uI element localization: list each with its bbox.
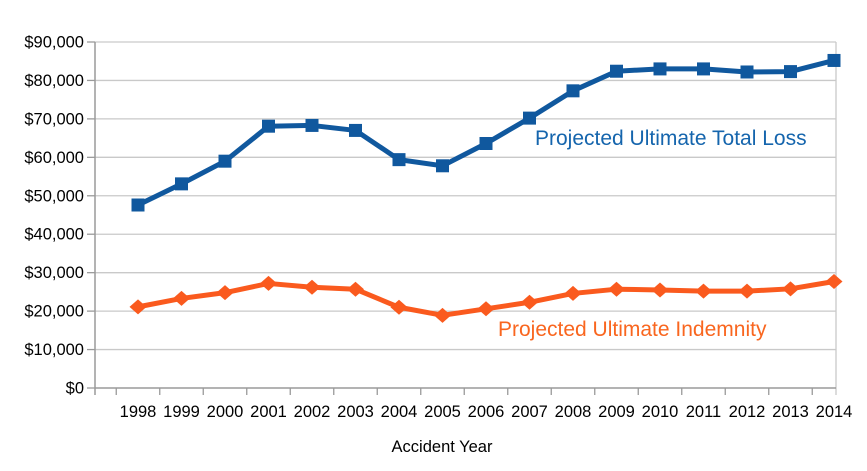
data-point-total-loss [697,62,710,76]
data-point-total-loss [131,198,145,212]
data-point-indemnity [564,285,582,301]
data-point-indemnity [129,299,147,315]
x-tick-label: 2012 [729,403,766,421]
x-tick-label: 2002 [294,403,331,421]
series-label-indemnity: Projected Ultimate Indemnity [498,318,767,341]
x-tick-label: 2008 [555,403,592,421]
data-point-indemnity [347,281,364,297]
data-point-total-loss [479,136,493,150]
x-tick-label: 2009 [598,403,635,421]
data-point-total-loss [523,111,536,125]
x-axis-title: Accident Year [391,438,493,456]
data-point-indemnity [173,290,190,306]
data-point-indemnity [434,307,451,323]
data-point-total-loss [436,159,449,173]
data-point-indemnity [825,274,843,290]
data-point-indemnity [477,301,495,317]
x-tick-label: 2007 [511,403,548,421]
data-point-total-loss [175,177,188,191]
y-tick-label: $60,000 [24,149,84,167]
data-point-total-loss [827,53,841,67]
data-point-indemnity [216,285,234,301]
data-point-indemnity [695,283,712,299]
y-tick-label: $90,000 [24,34,84,52]
series-label-total-loss: Projected Ultimate Total Loss [535,127,807,150]
x-tick-label: 2001 [250,403,287,421]
data-point-indemnity [608,281,625,297]
y-tick-label: $10,000 [24,341,84,359]
data-point-total-loss [305,118,319,132]
data-point-indemnity [303,279,321,295]
x-tick-label: 2006 [468,403,505,421]
data-point-total-loss [218,154,232,168]
y-tick-label: $50,000 [24,187,84,205]
x-tick-label: 2013 [772,403,809,421]
data-point-total-loss [740,65,754,79]
data-point-indemnity [390,299,408,315]
y-tick-label: $70,000 [24,110,84,128]
data-point-total-loss [784,65,797,79]
x-tick-label: 2003 [337,403,374,421]
y-tick-label: $30,000 [24,264,84,282]
data-point-total-loss [349,123,362,137]
data-point-indemnity [651,282,669,298]
x-tick-label: 2004 [381,403,418,421]
data-point-total-loss [610,64,623,78]
data-point-indemnity [738,283,756,299]
y-tick-label: $20,000 [24,303,84,321]
x-tick-label: 2000 [207,403,244,421]
x-tick-label: 1999 [163,403,200,421]
y-tick-label: $0 [66,380,84,398]
y-tick-label: $40,000 [24,226,84,244]
x-tick-label: 2005 [424,403,461,421]
x-tick-label: 1998 [120,403,157,421]
data-point-total-loss [262,119,275,133]
data-point-indemnity [521,294,538,310]
x-tick-label: 2014 [816,403,853,421]
x-tick-label: 2011 [686,403,721,421]
data-point-total-loss [566,84,580,98]
y-tick-label: $80,000 [24,72,84,90]
data-point-indemnity [782,281,799,297]
x-tick-label: 2010 [642,403,679,421]
data-point-total-loss [653,62,667,76]
data-point-indemnity [260,275,277,291]
data-point-total-loss [392,153,406,167]
